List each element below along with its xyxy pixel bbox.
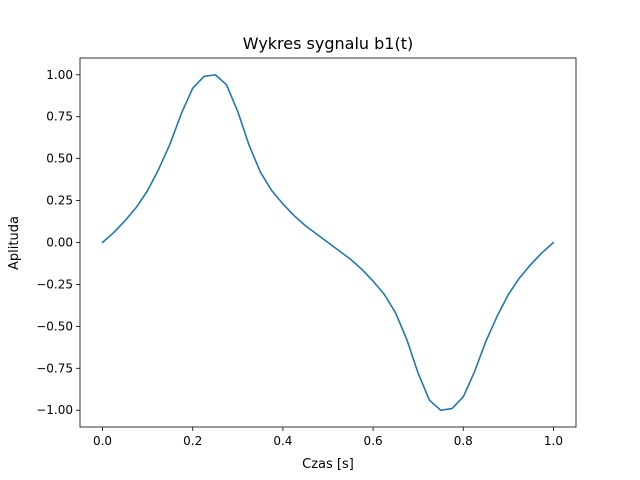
x-axis-label: Czas [s] <box>302 457 354 472</box>
y-tick-label: 1.00 <box>46 68 73 82</box>
y-axis-label: Aplituda <box>7 216 22 270</box>
y-tick-label: 0.25 <box>46 194 73 208</box>
x-tick-label: 1.0 <box>544 434 563 448</box>
x-tick-label: 0.8 <box>454 434 473 448</box>
chart-title: Wykres sygnalu b1(t) <box>243 34 413 53</box>
y-tick-label: −0.75 <box>36 361 73 375</box>
plot-area: 0.0 0.2 0.4 0.6 0.8 1.0 −1.00 −0.75 −0.50 −0.25 0.… <box>36 57 577 448</box>
y-tick-label: 0.00 <box>46 236 73 250</box>
x-tick-label: 0.4 <box>273 434 292 448</box>
x-tick-label: 0.2 <box>183 434 202 448</box>
y-tick-label: 0.50 <box>46 152 73 166</box>
y-tick-label: −0.25 <box>36 277 73 291</box>
y-tick-label: 0.75 <box>46 110 73 124</box>
x-tick-label: 0.0 <box>93 434 112 448</box>
series-line-0 <box>101 73 555 412</box>
x-tick-label: 0.6 <box>364 434 383 448</box>
y-tick-label: −0.50 <box>36 319 73 333</box>
y-tick-label: −1.00 <box>36 403 73 417</box>
